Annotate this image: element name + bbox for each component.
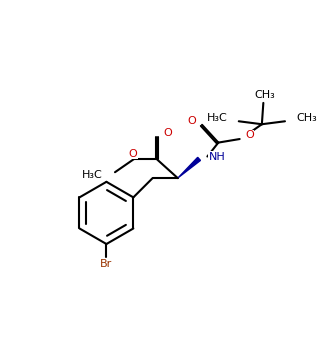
Text: O: O: [163, 128, 172, 138]
Text: O: O: [245, 130, 254, 141]
Text: Br: Br: [100, 259, 113, 269]
Polygon shape: [178, 157, 200, 178]
Text: H₃C: H₃C: [82, 170, 102, 180]
Text: CH₃: CH₃: [296, 113, 317, 123]
Text: O: O: [187, 116, 196, 126]
Text: CH₃: CH₃: [255, 90, 275, 100]
Text: O: O: [129, 149, 137, 158]
Text: H₃C: H₃C: [207, 113, 227, 123]
Text: NH: NH: [209, 152, 225, 161]
